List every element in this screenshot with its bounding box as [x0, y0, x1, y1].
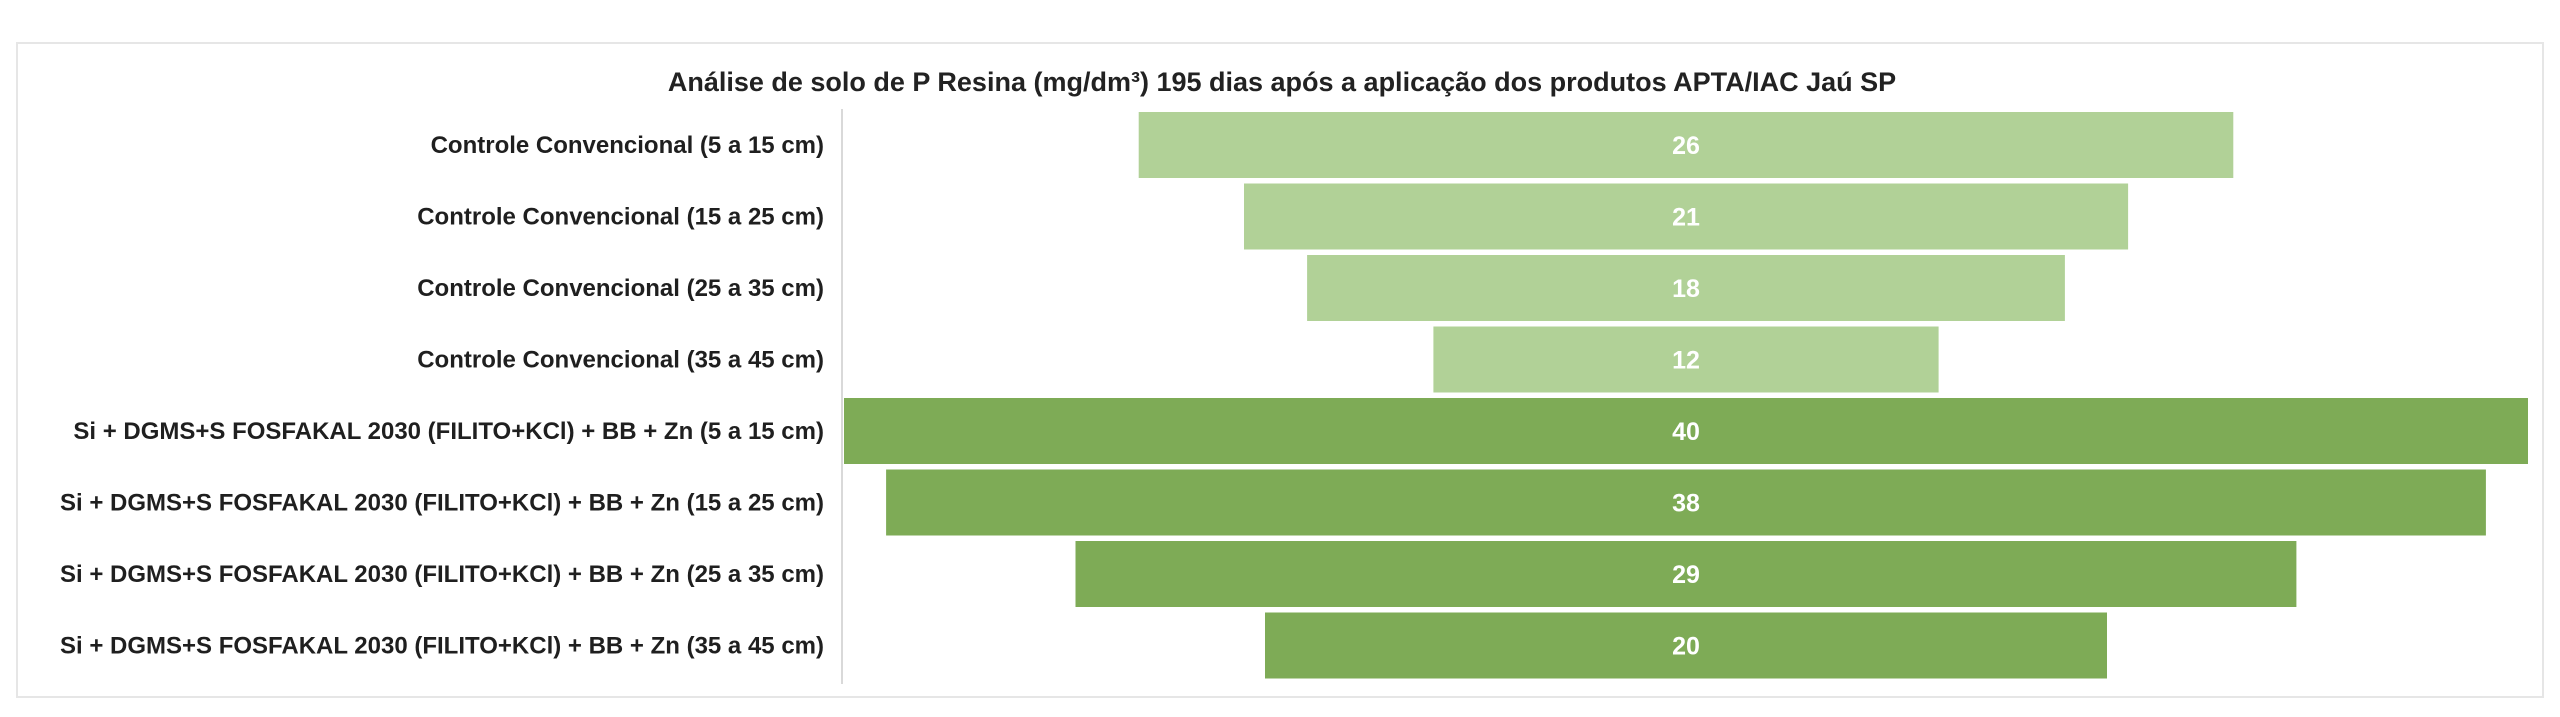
value-label-2: 21: [1672, 204, 1700, 232]
bar-6: [886, 469, 2486, 536]
category-label-6: Si + DGMS+S FOSFAKAL 2030 (FILITO+KCl) +…: [60, 490, 824, 517]
chart-title: Análise de solo de P Resina (mg/dm³) 195…: [668, 67, 1896, 97]
value-labels: 26 21 18 12 40 38 29 20: [1672, 132, 1700, 661]
value-label-4: 12: [1672, 347, 1700, 375]
value-label-3: 18: [1672, 275, 1700, 303]
category-label-8: Si + DGMS+S FOSFAKAL 2030 (FILITO+KCl) +…: [60, 633, 824, 660]
bar-4: [1433, 326, 1939, 393]
category-label-5: Si + DGMS+S FOSFAKAL 2030 (FILITO+KCl) +…: [73, 418, 824, 445]
bar-1: [1138, 112, 2234, 178]
chart-frame: Análise de solo de P Resina (mg/dm³) 195…: [16, 42, 2544, 698]
category-label-1: Controle Convencional (5 a 15 cm): [431, 132, 824, 159]
category-label-3: Controle Convencional (25 a 35 cm): [417, 275, 824, 302]
category-label-7: Si + DGMS+S FOSFAKAL 2030 (FILITO+KCl) +…: [60, 561, 824, 588]
category-label-4: Controle Convencional (35 a 45 cm): [417, 347, 824, 374]
bar-8: [1265, 612, 2107, 679]
funnel-chart: Análise de solo de P Resina (mg/dm³) 195…: [60, 67, 2528, 684]
value-label-7: 29: [1672, 561, 1700, 589]
bars: [844, 112, 2528, 679]
value-label-1: 26: [1672, 132, 1700, 160]
value-label-5: 40: [1672, 418, 1700, 446]
value-label-8: 20: [1672, 633, 1700, 661]
category-labels: Controle Convencional (5 a 15 cm) Control…: [60, 132, 824, 660]
value-label-6: 38: [1672, 490, 1700, 518]
bar-7: [1075, 541, 2297, 607]
bar-2: [1244, 183, 2129, 250]
category-label-2: Controle Convencional (15 a 25 cm): [417, 204, 824, 231]
bar-5: [844, 398, 2528, 464]
bar-3: [1307, 255, 2065, 321]
